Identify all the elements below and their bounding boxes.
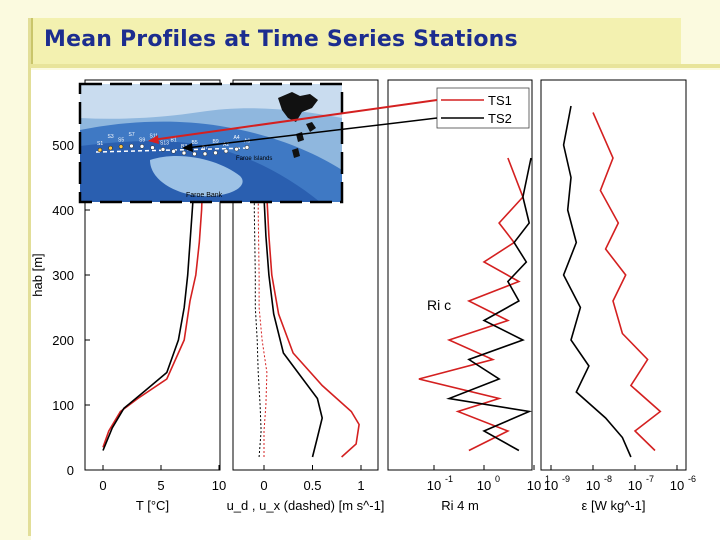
map-station-label: B5 bbox=[192, 140, 198, 146]
y-tick-label: 200 bbox=[52, 333, 74, 348]
y-axis: 0 100 200 300 400 500 hab [m] bbox=[30, 138, 90, 478]
y-tick-label: 100 bbox=[52, 398, 74, 413]
map-station-label: B7 bbox=[202, 145, 208, 151]
y-tick-label: 300 bbox=[52, 268, 74, 283]
map-station-marker bbox=[97, 147, 103, 153]
map-station-marker bbox=[244, 145, 250, 150]
x-axis-label: T [°C] bbox=[136, 498, 169, 513]
map-frame bbox=[78, 82, 344, 204]
y-tick-label: 500 bbox=[52, 138, 74, 153]
y-tick-label: 0 bbox=[67, 463, 74, 478]
map-station-label: S3 bbox=[108, 134, 114, 140]
map-station-label: S11 bbox=[150, 134, 159, 140]
annotation-ric: Ri c bbox=[427, 297, 451, 313]
x-tick-exponent: -1 bbox=[445, 474, 453, 484]
map-deep-water bbox=[80, 84, 342, 119]
map-station-label: S7 bbox=[129, 132, 135, 138]
x-tick-label: 10 bbox=[212, 478, 226, 493]
series-ts2-line bbox=[446, 157, 533, 452]
x-axis-label: ε [W kg^-1] bbox=[582, 498, 646, 513]
x-tick-exponent: 1 bbox=[545, 474, 550, 484]
panel-3: 10 -1 10 0 10 1 Ri 4 m Ri c bbox=[387, 79, 550, 513]
series-ts1-line bbox=[592, 112, 662, 452]
page-title: Mean Profiles at Time Series Stations bbox=[44, 27, 518, 52]
x-tick-exponent: -6 bbox=[688, 474, 696, 484]
x-tick-label: 0 bbox=[260, 478, 267, 493]
map-station-marker bbox=[160, 147, 166, 152]
map-station-marker bbox=[202, 151, 208, 157]
x-tick-label: 10 bbox=[477, 478, 491, 493]
legend-label-ts2: TS2 bbox=[488, 111, 512, 126]
x-tick-label: 10 bbox=[628, 478, 642, 493]
map-station-label: S13 bbox=[160, 140, 169, 146]
left-rule bbox=[28, 18, 31, 536]
map-station-marker bbox=[213, 150, 218, 156]
map-station-marker bbox=[118, 144, 124, 149]
legend-label-ts1: TS1 bbox=[488, 93, 512, 108]
title-underline bbox=[30, 64, 720, 68]
map-station-marker bbox=[223, 148, 229, 154]
map-label-faroe-islands: Faroe Islands bbox=[236, 156, 272, 162]
arrow-ts2-head bbox=[182, 143, 193, 152]
x-axis-label: u_d , u_x (dashed) [m s^-1] bbox=[227, 498, 385, 513]
panel-4: 10 -9 10 -8 10 -7 10 -6 ε [W kg^-1] bbox=[540, 79, 696, 513]
x-tick-label: 10 bbox=[527, 478, 541, 493]
map-station-label: B9 bbox=[213, 139, 219, 145]
x-tick-exponent: -9 bbox=[562, 474, 570, 484]
series-ts2-line bbox=[562, 105, 632, 458]
map-station-marker bbox=[139, 144, 145, 149]
title-bar bbox=[30, 18, 681, 66]
arrow-ts1-head bbox=[148, 135, 159, 144]
x-tick-label: 0 bbox=[99, 478, 106, 493]
arrow-ts2 bbox=[185, 117, 438, 149]
map-station-marker bbox=[171, 149, 176, 154]
map-station-label: B1 bbox=[171, 137, 177, 143]
map-station-marker bbox=[192, 151, 197, 157]
map-islands bbox=[278, 92, 318, 158]
map-station-marker bbox=[234, 146, 239, 152]
legend-box bbox=[436, 87, 530, 129]
map-station-label: S1 bbox=[97, 141, 103, 147]
x-tick-label: 10 bbox=[427, 478, 441, 493]
x-tick-label: 10 bbox=[586, 478, 600, 493]
map-station-marker bbox=[181, 150, 187, 156]
x-tick-exponent: 0 bbox=[495, 474, 500, 484]
x-axis-label: Ri 4 m bbox=[441, 498, 479, 513]
series-ts2-dashed-line bbox=[253, 145, 262, 458]
panel-frame bbox=[540, 79, 687, 471]
y-tick-label: 400 bbox=[52, 203, 74, 218]
y-axis-label: hab [m] bbox=[30, 253, 45, 296]
series-ts1-line bbox=[265, 144, 360, 458]
x-tick-exponent: -8 bbox=[604, 474, 612, 484]
map-station-marker bbox=[150, 145, 155, 150]
series-ts1-line bbox=[418, 157, 524, 452]
series-ts2-line bbox=[261, 144, 324, 458]
x-tick-label: 0.5 bbox=[303, 478, 321, 493]
map-station-label: S5 bbox=[118, 138, 124, 144]
map-station-marker bbox=[129, 143, 134, 149]
map-station-label: S9 bbox=[139, 137, 145, 143]
map-label-faroe-bank: Faroe Bank bbox=[186, 192, 223, 199]
map-station-label: A2 bbox=[223, 142, 229, 148]
x-tick-label: 1 bbox=[357, 478, 364, 493]
legend: TS1 TS2 bbox=[436, 87, 530, 129]
x-tick-exponent: -7 bbox=[646, 474, 654, 484]
series-ts1-dashed-line bbox=[257, 144, 268, 457]
map-station-label: A4 bbox=[234, 135, 240, 141]
map-bank-shallow bbox=[150, 155, 243, 197]
x-tick-label: 10 bbox=[670, 478, 684, 493]
arrow-ts1 bbox=[151, 99, 438, 141]
map-station-marker bbox=[108, 145, 113, 151]
x-tick-label: 5 bbox=[157, 478, 164, 493]
x-tick-label: 10 bbox=[544, 478, 558, 493]
map-inset: S1S3S5S7S9S11S13B1B3B5B7B9A2A4A6 Faroe B… bbox=[78, 82, 344, 204]
